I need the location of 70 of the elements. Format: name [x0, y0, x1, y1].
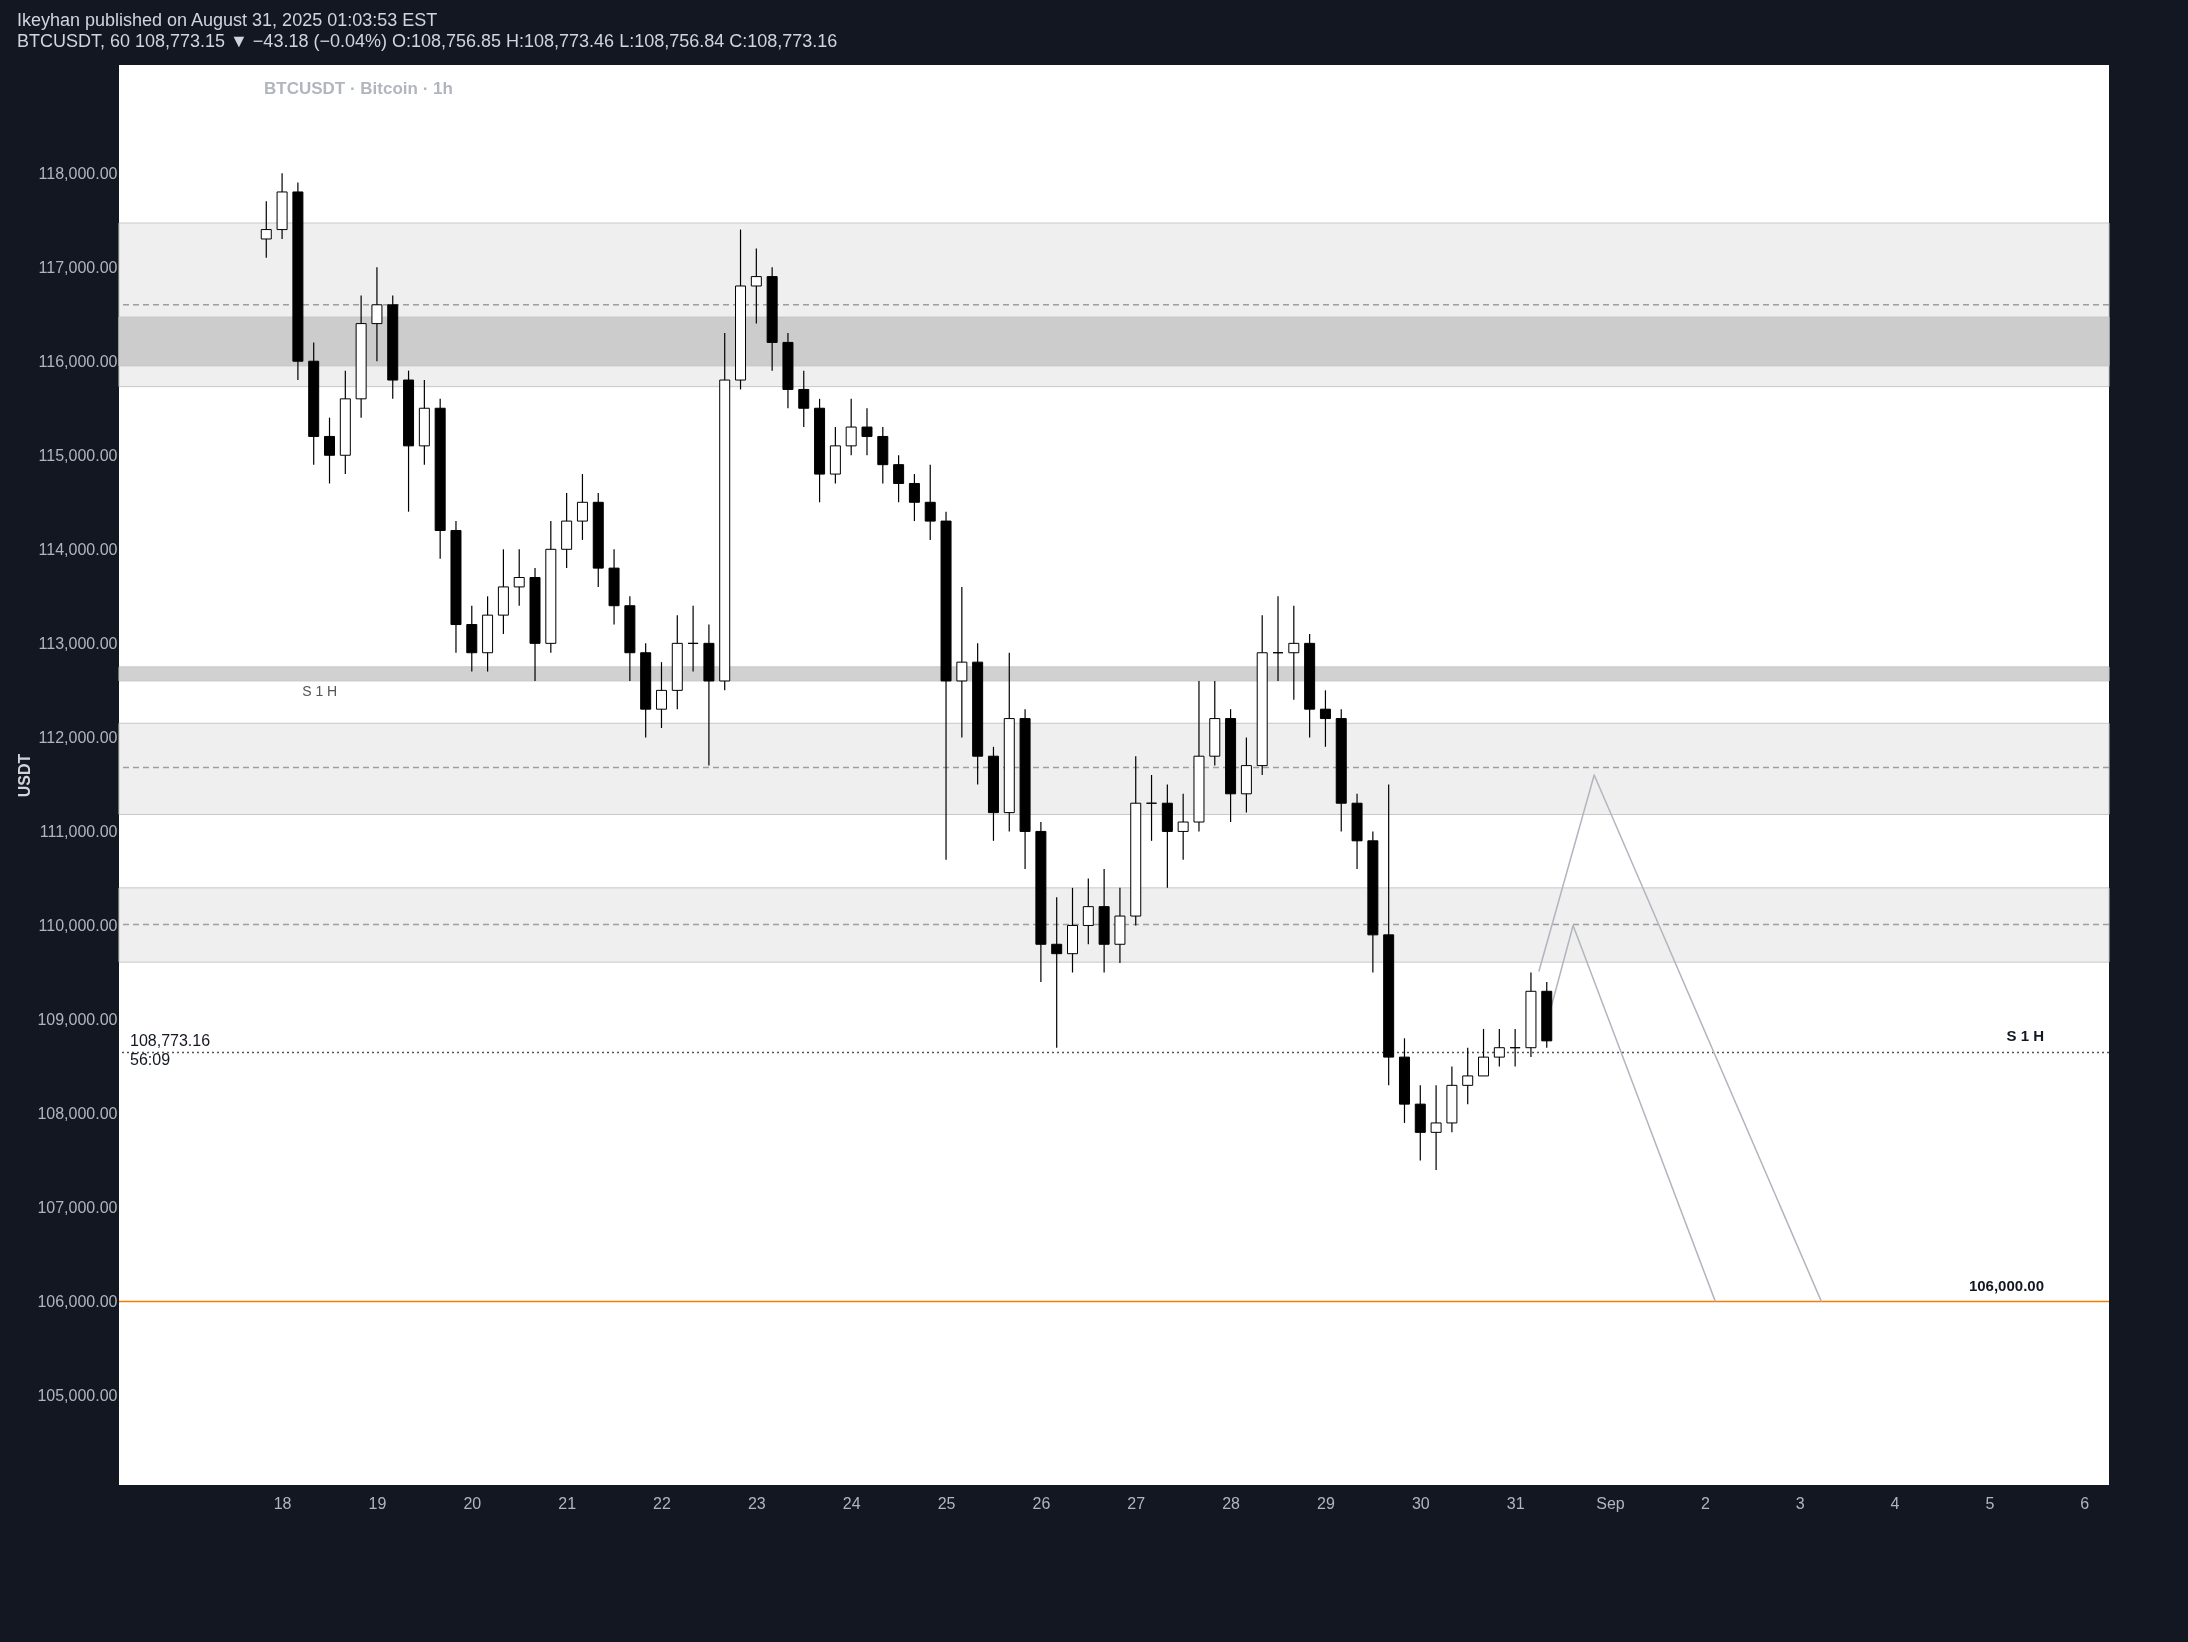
candlestick	[893, 454, 905, 503]
x-tick-label: 27	[1127, 1494, 1146, 1512]
candlestick	[371, 266, 383, 362]
y-tick-label: 108,000.00	[37, 1105, 118, 1123]
candlestick	[924, 464, 936, 541]
candlestick	[260, 200, 272, 259]
x-tick-label: 22	[653, 1494, 671, 1512]
candlestick	[1146, 774, 1158, 842]
x-tick-label: 3	[1795, 1494, 1805, 1512]
candlestick	[513, 548, 525, 607]
candlestick	[956, 586, 968, 738]
candlestick	[576, 473, 588, 541]
candlestick	[908, 473, 920, 522]
x-tick-label: 31	[1506, 1494, 1525, 1512]
y-tick-label: 112,000.00	[38, 728, 118, 746]
candlestick	[1462, 1047, 1474, 1105]
x-tick-label: 21	[558, 1494, 577, 1512]
chart-subtitle: BTCUSDT, 60 108,773.15 ▼ −43.18 (−0.04%) O:108,756.85 H:108,773.46 L:108,756.84 C:108,773.16	[16, 31, 838, 51]
y-tick-label: 109,000.00	[37, 1011, 118, 1028]
y-tick-label: 107,000.00	[37, 1199, 118, 1217]
band-label: S 1 H	[302, 682, 338, 699]
candlestick	[1509, 1028, 1521, 1068]
annotation: 56:09	[130, 1050, 171, 1068]
candlestick	[1319, 689, 1331, 748]
x-tick-label: 25	[937, 1494, 956, 1512]
ref-line-label: S 1 H	[2006, 1027, 2044, 1045]
candlestick	[798, 370, 810, 428]
candlestick	[655, 661, 667, 729]
y-tick-label: 105,000.00	[37, 1387, 118, 1405]
y-tick-label: 110,000.00	[38, 916, 118, 934]
candlestick	[1082, 877, 1094, 945]
x-tick-label: 18	[273, 1494, 292, 1512]
x-tick-label: 23	[747, 1494, 766, 1512]
candlestick	[845, 398, 857, 456]
x-tick-label: 28	[1222, 1494, 1241, 1512]
annotation: BTCUSDT · Bitcoin · 1h	[264, 79, 453, 98]
candlestick	[1493, 1028, 1505, 1068]
y-tick-label: 111,000.00	[39, 822, 118, 840]
y-tick-label: 114,000.00	[38, 540, 118, 558]
x-tick-label: 20	[463, 1494, 482, 1512]
x-tick-label: 24	[842, 1494, 861, 1512]
candlestick	[1272, 595, 1284, 682]
x-tick-label: 4	[1890, 1494, 1900, 1512]
y-tick-label: 118,000.00	[38, 164, 118, 182]
chart-title: Ikeyhan published on August 31, 2025 01:03:53 EST	[16, 10, 438, 30]
candlestick	[1478, 1028, 1490, 1077]
y-tick-label: 106,000.00	[37, 1293, 118, 1311]
x-tick-label: 26	[1032, 1494, 1051, 1512]
annotation: 108,773.16	[130, 1031, 211, 1049]
candlestick	[750, 247, 762, 325]
y-tick-label: 113,000.00	[38, 634, 118, 652]
y-tick-label: 116,000.00	[38, 352, 118, 370]
candlestick	[1051, 896, 1063, 1049]
candlestick	[1430, 1084, 1442, 1171]
y-axis-title: USDT	[16, 753, 34, 798]
x-tick-label: 30	[1411, 1494, 1430, 1512]
candlestick	[1177, 793, 1189, 861]
x-tick-label: 5	[1985, 1494, 1995, 1512]
y-tick-label: 117,000.00	[38, 258, 118, 276]
x-tick-label: 6	[2080, 1494, 2090, 1512]
y-tick-label: 115,000.00	[38, 446, 118, 464]
candlestick	[687, 605, 699, 673]
candlestick	[324, 417, 336, 485]
candlestick	[1288, 605, 1300, 701]
x-tick-label: 29	[1317, 1494, 1335, 1512]
x-tick-label: Sep	[1596, 1494, 1625, 1512]
x-tick-label: 2	[1700, 1494, 1710, 1512]
x-tick-label: 19	[368, 1494, 387, 1512]
ref-line-label: 106,000.00	[1968, 1276, 2044, 1294]
candlestick	[861, 407, 873, 456]
